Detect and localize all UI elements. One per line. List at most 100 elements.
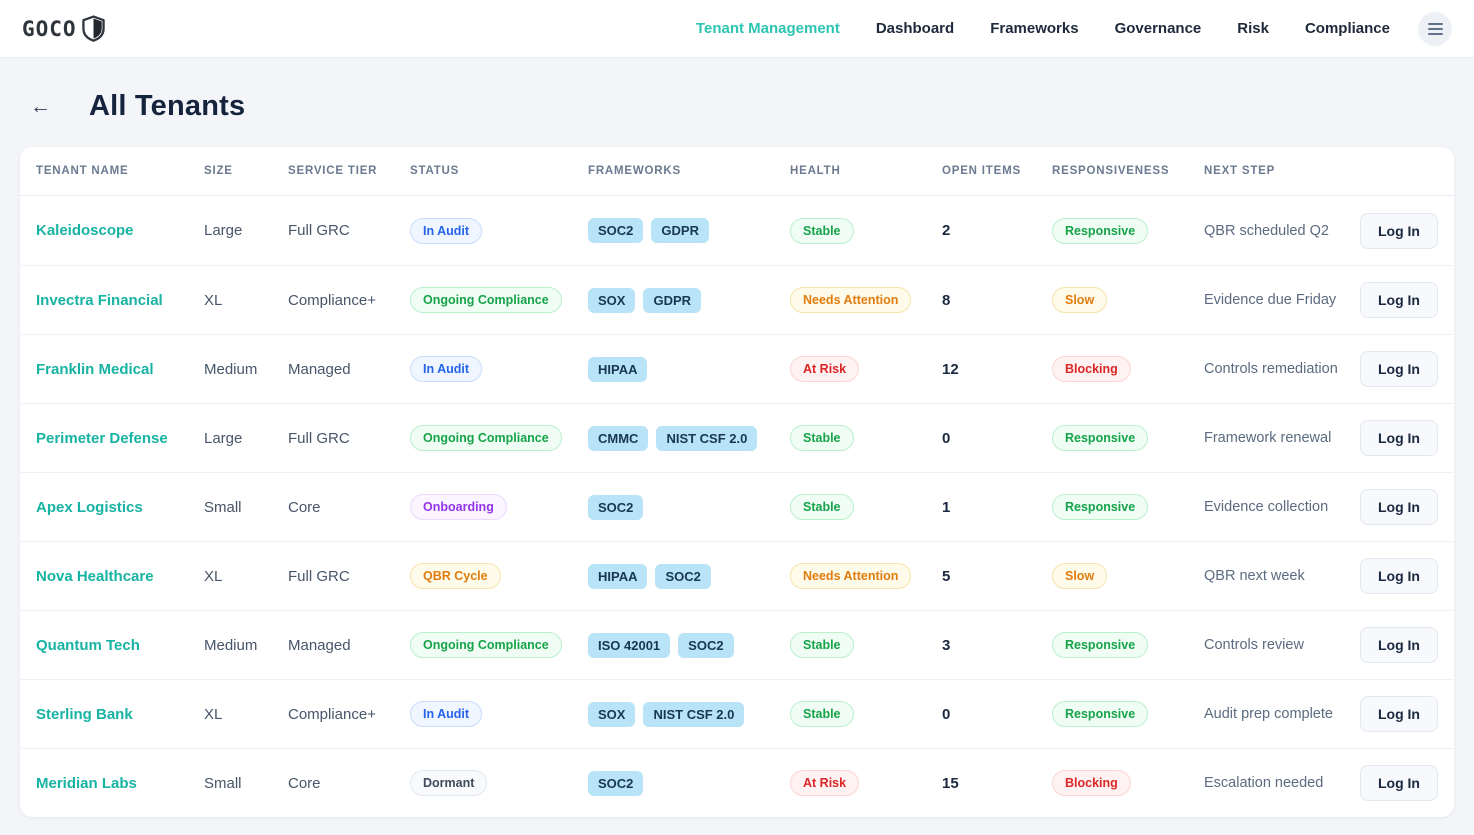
framework-chip: SOX bbox=[588, 701, 636, 727]
frameworks-cell: SOC2 GDPR bbox=[588, 218, 790, 243]
log-in-button[interactable]: Log In bbox=[1360, 558, 1438, 594]
table-row: Invectra Financial XL Compliance+ Ongoin… bbox=[20, 265, 1454, 334]
health-badge: Stable bbox=[790, 632, 854, 658]
responsiveness-badge: Blocking bbox=[1052, 356, 1131, 382]
responsiveness-badge: Responsive bbox=[1052, 632, 1149, 658]
framework-chip: NIST CSF 2.0 bbox=[656, 425, 758, 451]
table-row: Apex Logistics Small Core Onboarding SOC… bbox=[20, 472, 1454, 541]
nav-item-risk[interactable]: Risk bbox=[1237, 20, 1269, 37]
open-items-cell: 5 bbox=[942, 567, 951, 585]
log-in-button[interactable]: Log In bbox=[1360, 282, 1438, 318]
tenant-name-link[interactable]: Kaleidoscope bbox=[36, 222, 134, 239]
table-row: Perimeter Defense Large Full GRC Ongoing… bbox=[20, 403, 1454, 472]
log-in-button[interactable]: Log In bbox=[1360, 765, 1438, 801]
hamburger-icon bbox=[1427, 22, 1443, 25]
col-header-service-tier: SERVICE TIER bbox=[288, 165, 378, 177]
service-tier-cell: Core bbox=[288, 774, 321, 792]
log-in-button[interactable]: Log In bbox=[1360, 489, 1438, 525]
service-tier-cell: Core bbox=[288, 498, 321, 516]
framework-chip: ISO 42001 bbox=[588, 632, 671, 658]
framework-chip: HIPAA bbox=[588, 356, 648, 382]
responsiveness-badge: Slow bbox=[1052, 563, 1108, 589]
responsiveness-badge: Slow bbox=[1052, 287, 1108, 313]
open-items-cell: 0 bbox=[942, 429, 951, 447]
frameworks-cell: CMMC NIST CSF 2.0 bbox=[588, 425, 790, 451]
main-nav: Tenant Management Dashboard Frameworks G… bbox=[696, 20, 1390, 37]
tenant-name-link[interactable]: Invectra Financial bbox=[36, 291, 163, 309]
frameworks-cell: HIPAA SOC2 bbox=[588, 563, 790, 589]
log-in-button[interactable]: Log In bbox=[1360, 627, 1438, 663]
tenant-name-link[interactable]: Sterling Bank bbox=[36, 705, 133, 723]
log-in-button[interactable]: Log In bbox=[1360, 420, 1438, 456]
framework-chip: GDPR bbox=[651, 218, 709, 243]
framework-chip: SOC2 bbox=[655, 563, 711, 589]
page-header: ← All Tenants bbox=[0, 58, 1474, 147]
nav-item-compliance[interactable]: Compliance bbox=[1304, 20, 1390, 37]
next-step-cell: QBR scheduled Q2 bbox=[1204, 222, 1329, 239]
tenant-name-link[interactable]: Meridian Labs bbox=[36, 774, 137, 792]
service-tier-cell: Full GRC bbox=[288, 567, 350, 585]
nav-item-dashboard[interactable]: Dashboard bbox=[875, 20, 955, 37]
nav-item-frameworks[interactable]: Frameworks bbox=[990, 20, 1079, 37]
tenant-name-link[interactable]: Franklin Medical bbox=[36, 360, 154, 378]
size-cell: XL bbox=[204, 567, 223, 585]
framework-chip: HIPAA bbox=[588, 563, 648, 589]
open-items-cell: 15 bbox=[942, 774, 959, 792]
status-badge: QBR Cycle bbox=[410, 563, 501, 589]
responsiveness-badge: Responsive bbox=[1052, 217, 1149, 244]
col-header-open-items: OPEN ITEMS bbox=[942, 165, 1021, 177]
next-step-cell: Evidence collection bbox=[1204, 499, 1329, 515]
col-header-responsiveness: RESPONSIVENESS bbox=[1052, 165, 1170, 177]
size-cell: Small bbox=[204, 498, 242, 516]
hamburger-menu-button[interactable] bbox=[1418, 11, 1452, 46]
open-items-cell: 8 bbox=[942, 291, 951, 309]
size-cell: Medium bbox=[204, 636, 258, 654]
next-step-cell: QBR next week bbox=[1204, 568, 1305, 584]
health-badge: At Risk bbox=[790, 356, 860, 382]
nav-item-tenant-management[interactable]: Tenant Management bbox=[695, 20, 840, 37]
framework-chip: SOC2 bbox=[678, 632, 734, 658]
col-header-next-step: NEXT STEP bbox=[1204, 165, 1276, 177]
shield-logo-icon bbox=[81, 15, 105, 42]
open-items-cell: 1 bbox=[942, 498, 951, 516]
status-badge: In Audit bbox=[410, 701, 483, 727]
responsiveness-badge: Responsive bbox=[1052, 425, 1149, 451]
frameworks-cell: SOX NIST CSF 2.0 bbox=[588, 701, 790, 727]
log-in-button[interactable]: Log In bbox=[1360, 351, 1438, 387]
responsiveness-badge: Responsive bbox=[1052, 701, 1149, 727]
tenant-name-link[interactable]: Nova Healthcare bbox=[36, 567, 154, 585]
back-arrow-icon[interactable]: ← bbox=[30, 95, 51, 118]
open-items-cell: 12 bbox=[942, 360, 959, 378]
open-items-cell: 0 bbox=[942, 705, 951, 723]
open-items-cell: 2 bbox=[942, 222, 951, 239]
framework-chip: CMMC bbox=[588, 425, 649, 451]
status-badge: Ongoing Compliance bbox=[410, 287, 562, 313]
tenant-name-link[interactable]: Apex Logistics bbox=[36, 498, 143, 516]
framework-chip: SOX bbox=[588, 287, 636, 313]
log-in-button[interactable]: Log In bbox=[1360, 212, 1438, 249]
nav-item-governance[interactable]: Governance bbox=[1114, 20, 1202, 37]
table-row: Sterling Bank XL Compliance+ In Audit SO… bbox=[20, 679, 1454, 748]
status-badge: In Audit bbox=[410, 356, 483, 382]
table-row: Quantum Tech Medium Managed Ongoing Comp… bbox=[20, 610, 1454, 679]
size-cell: Medium bbox=[204, 360, 258, 378]
size-cell: Large bbox=[204, 429, 243, 447]
service-tier-cell: Managed bbox=[288, 360, 351, 378]
health-badge: Needs Attention bbox=[790, 287, 912, 313]
goco-logo[interactable]: GOCO bbox=[22, 15, 105, 42]
next-step-cell: Framework renewal bbox=[1204, 430, 1332, 446]
logo-text: GOCO bbox=[22, 16, 77, 41]
col-header-status: STATUS bbox=[410, 165, 460, 177]
health-badge: Stable bbox=[790, 701, 854, 727]
table-row: Franklin Medical Medium Managed In Audit… bbox=[20, 334, 1454, 403]
col-header-health: HEALTH bbox=[790, 165, 841, 177]
tenant-name-link[interactable]: Quantum Tech bbox=[36, 636, 140, 654]
next-step-cell: Controls review bbox=[1204, 637, 1304, 653]
log-in-button[interactable]: Log In bbox=[1360, 696, 1438, 732]
tenant-name-link[interactable]: Perimeter Defense bbox=[36, 429, 168, 447]
framework-chip: GDPR bbox=[643, 287, 702, 313]
col-header-frameworks: FRAMEWORKS bbox=[588, 165, 681, 177]
framework-chip: SOC2 bbox=[588, 218, 644, 243]
frameworks-cell: ISO 42001 SOC2 bbox=[588, 632, 790, 658]
size-cell: Large bbox=[204, 222, 243, 239]
